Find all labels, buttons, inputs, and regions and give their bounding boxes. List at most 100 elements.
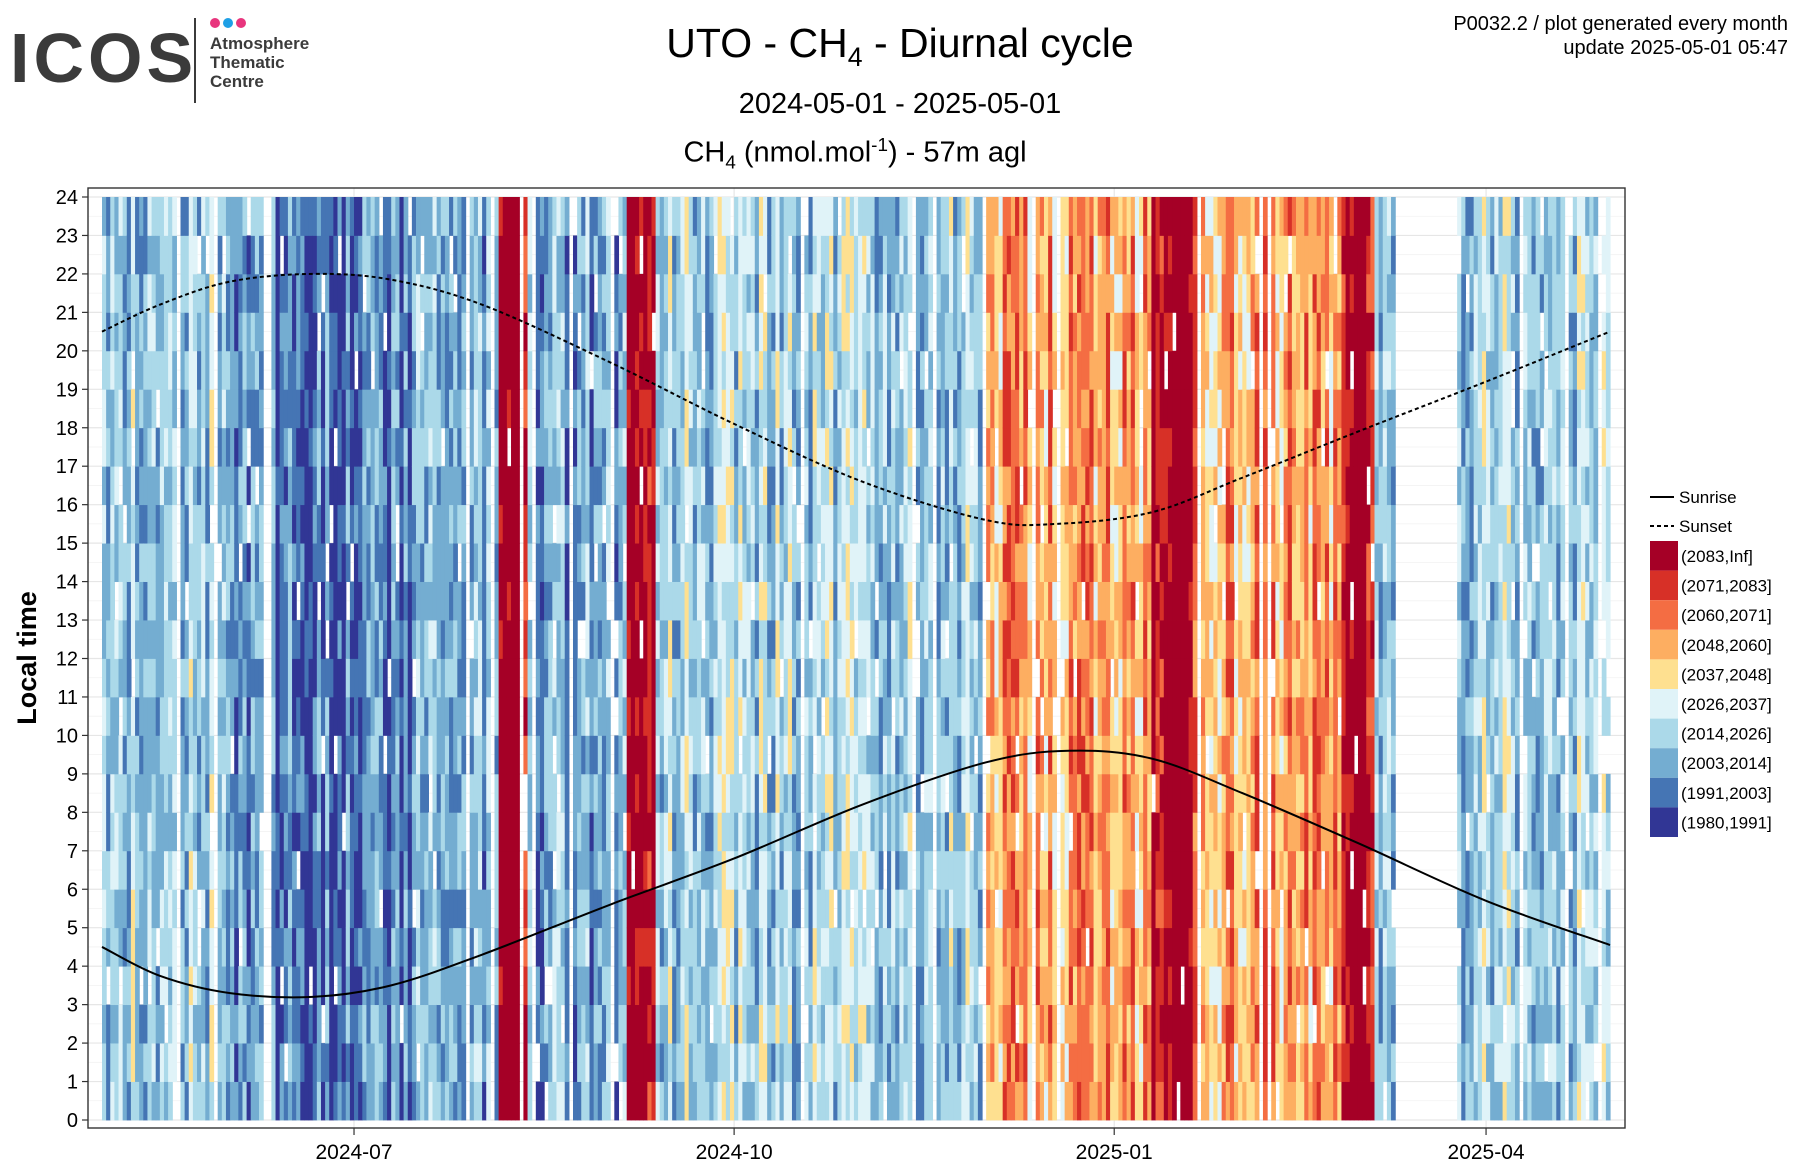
heatmap-cell <box>477 889 483 929</box>
heatmap-cell <box>634 1043 640 1082</box>
heatmap-cell <box>411 581 417 621</box>
heatmap-cell <box>655 543 661 582</box>
heatmap-cell <box>316 1081 322 1121</box>
heatmap-cell <box>812 927 818 967</box>
heatmap-cell <box>899 735 905 775</box>
heatmap-cell <box>589 235 595 275</box>
heatmap-cell <box>816 1004 822 1044</box>
heatmap-cell <box>242 312 248 352</box>
heatmap-cell <box>725 504 731 544</box>
heatmap-cell <box>965 197 971 236</box>
heatmap-cell <box>221 773 227 813</box>
heatmap-cell <box>482 620 487 659</box>
heatmap-cell <box>230 620 235 659</box>
heatmap-cell <box>415 812 421 852</box>
heatmap-cell <box>217 504 223 544</box>
heatmap-cell <box>858 812 863 852</box>
heatmap-cell <box>511 197 516 236</box>
heatmap-cell <box>791 1081 797 1121</box>
heatmap-cell <box>1010 1004 1016 1044</box>
heatmap-cell <box>663 812 669 852</box>
heatmap-cell <box>684 735 690 775</box>
heatmap-cell <box>1006 889 1012 929</box>
heatmap-cell <box>734 235 739 275</box>
heatmap-cell <box>155 312 161 352</box>
heatmap-cell <box>924 466 929 506</box>
heatmap-cell <box>242 427 248 467</box>
heatmap-cell <box>234 273 239 313</box>
heatmap-cell <box>325 773 330 813</box>
heatmap-cell <box>482 889 487 929</box>
heatmap-cell <box>585 620 591 659</box>
heatmap-cell <box>283 735 289 775</box>
heatmap-cell <box>188 235 194 275</box>
heatmap-cell <box>217 735 223 775</box>
heatmap-cell <box>647 350 653 390</box>
heatmap-cell <box>837 696 843 736</box>
heatmap-cell <box>965 620 971 659</box>
heatmap-cell <box>424 581 429 621</box>
heatmap-cell <box>899 197 905 236</box>
heatmap-cell <box>969 504 975 544</box>
heatmap-cell <box>312 735 318 775</box>
heatmap-cell <box>114 889 120 929</box>
heatmap-cell <box>370 850 376 890</box>
heatmap-cell <box>205 273 211 313</box>
heatmap-cell <box>354 389 359 429</box>
heatmap-cell <box>329 543 334 582</box>
heatmap-cell <box>692 620 698 659</box>
heatmap-cell <box>713 273 719 313</box>
heatmap-cell <box>618 658 624 698</box>
heatmap-cell <box>701 889 706 929</box>
heatmap-cell <box>1039 735 1045 775</box>
heatmap-cell <box>387 1043 392 1082</box>
heatmap-cell <box>358 927 363 967</box>
heatmap-cell <box>502 850 508 890</box>
heatmap-cell <box>816 735 822 775</box>
heatmap-cell <box>126 466 132 506</box>
logo-dot-pink <box>210 18 220 28</box>
heatmap-cell <box>329 735 334 775</box>
heatmap-cell <box>634 850 640 890</box>
heatmap-cell <box>163 235 169 275</box>
heatmap-cell <box>915 543 921 582</box>
heatmap-cell <box>812 696 818 736</box>
heatmap-cell <box>994 735 1000 775</box>
heatmap-cell <box>192 1043 198 1082</box>
heatmap-cell <box>155 1081 161 1121</box>
heatmap-cell <box>461 773 467 813</box>
heatmap-cell <box>341 581 347 621</box>
heatmap-cell <box>614 966 620 1006</box>
heatmap-cell <box>572 581 578 621</box>
heatmap-cell <box>601 235 607 275</box>
heatmap-cell <box>688 466 694 506</box>
heatmap-cell <box>585 466 591 506</box>
heatmap-cell <box>506 389 512 429</box>
heatmap-cell <box>184 812 190 852</box>
heatmap-cell <box>948 273 954 313</box>
heatmap-cell <box>634 504 640 544</box>
heatmap-cell <box>738 389 743 429</box>
heatmap-cell <box>585 773 591 813</box>
heatmap-cell <box>325 1004 330 1044</box>
heatmap-cell <box>589 273 595 313</box>
heatmap-cell <box>734 1004 739 1044</box>
heatmap-cell <box>783 543 789 582</box>
heatmap-cell <box>779 273 785 313</box>
heatmap-cell <box>874 927 880 967</box>
heatmap-cell <box>415 1004 421 1044</box>
heatmap-cell <box>403 197 409 236</box>
heatmap-cell <box>539 466 545 506</box>
heatmap-cell <box>296 696 301 736</box>
heatmap-cell <box>572 312 578 352</box>
heatmap-cell <box>337 812 343 852</box>
heatmap-cell <box>449 350 454 390</box>
heatmap-cell <box>589 312 595 352</box>
heatmap-cell <box>771 1004 777 1044</box>
heatmap-cell <box>102 466 107 506</box>
heatmap-cell <box>647 1081 653 1121</box>
heatmap-cell <box>287 1004 293 1044</box>
heatmap-cell <box>812 889 818 929</box>
heatmap-cell <box>258 966 264 1006</box>
heatmap-cell <box>494 581 500 621</box>
